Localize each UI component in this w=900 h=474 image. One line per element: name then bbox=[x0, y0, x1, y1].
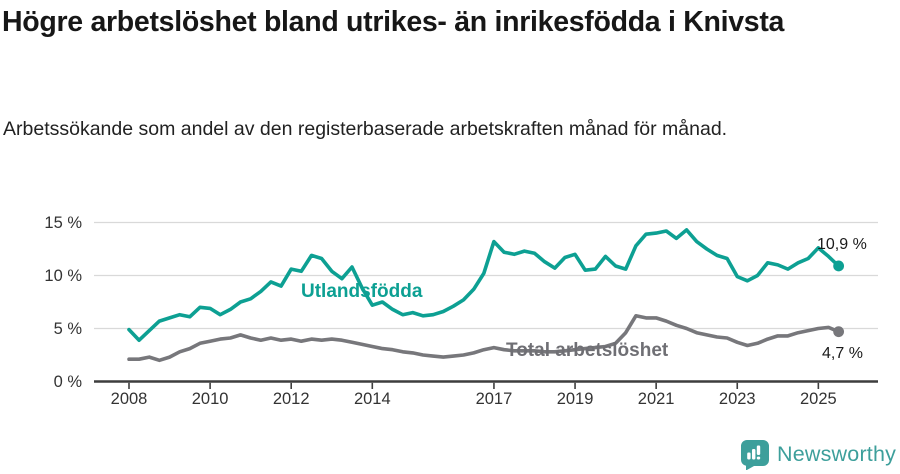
total-arbetsloshet-line bbox=[127, 313, 841, 363]
bar-medium bbox=[752, 449, 756, 460]
total-arbetsloshet-end-label: 4,7 % bbox=[822, 345, 863, 362]
newsworthy-logo[interactable]: Newsworthy bbox=[740, 439, 896, 470]
total-arbetsloshet-end-dot bbox=[833, 326, 845, 338]
x-tick-label-2021: 2021 bbox=[638, 390, 675, 408]
x-tick-label-2012: 2012 bbox=[273, 390, 310, 408]
utlandsfodda-end-label: 10,9 % bbox=[817, 236, 867, 253]
utlandsfodda-line bbox=[127, 228, 841, 343]
total-arbetsloshet-series-label: Total arbetslöshet bbox=[506, 340, 669, 361]
y-tick-label-5: 5 % bbox=[54, 320, 83, 338]
newsworthy-wordmark: Newsworthy bbox=[777, 442, 897, 466]
utlandsfodda-series-label: Utlandsfödda bbox=[301, 281, 423, 302]
bar-short bbox=[747, 452, 751, 460]
exclamation-bar bbox=[756, 445, 761, 455]
utlandsfodda-end-dot bbox=[833, 260, 845, 272]
chart-subtitle: Arbetssökande som andel av den registerb… bbox=[3, 118, 728, 140]
y-tick-label-0: 0 % bbox=[54, 373, 83, 391]
x-tick-label-2010: 2010 bbox=[192, 390, 229, 408]
x-tick-label-2017: 2017 bbox=[476, 390, 513, 408]
x-tick-label-2025: 2025 bbox=[800, 390, 837, 408]
x-tick-label-2014: 2014 bbox=[354, 390, 391, 408]
x-tick-label-2019: 2019 bbox=[557, 390, 594, 408]
y-tick-label-10: 10 % bbox=[44, 267, 82, 285]
x-tick-label-2008: 2008 bbox=[111, 390, 148, 408]
page-title: Högre arbetslöshet bland utrikes- än inr… bbox=[2, 6, 785, 38]
x-tick-label-2023: 2023 bbox=[719, 390, 756, 408]
y-tick-label-15: 15 % bbox=[44, 214, 82, 232]
newsworthy-speech-bubble-icon bbox=[741, 440, 769, 470]
exclamation-dot bbox=[756, 456, 761, 460]
